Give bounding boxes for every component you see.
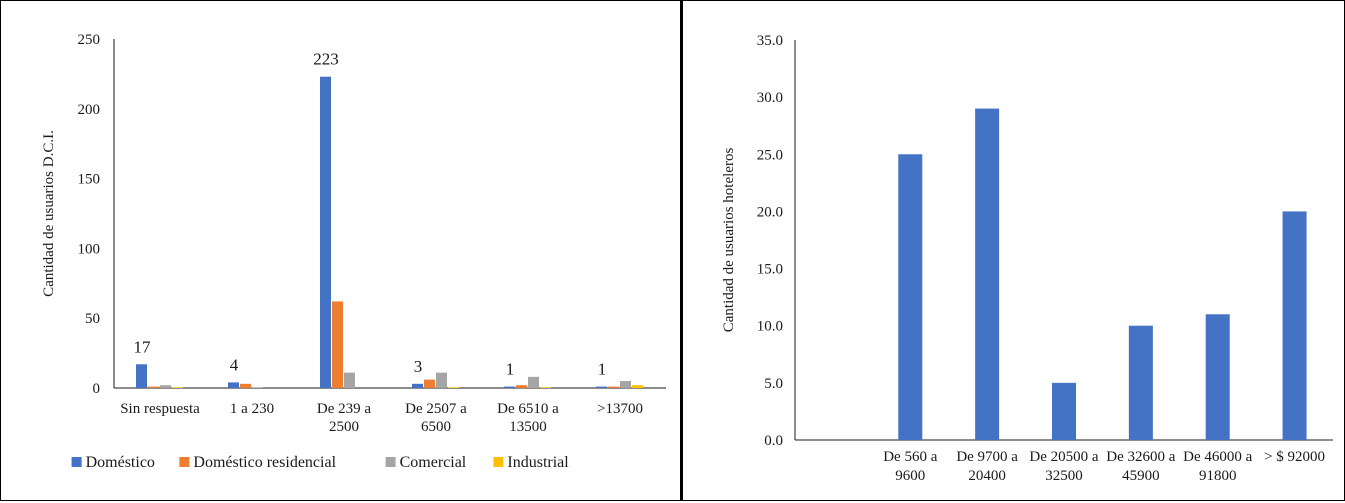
x-tick-label: De 46000 a bbox=[1183, 449, 1252, 465]
bar-doméstico-residencial bbox=[240, 383, 251, 388]
legend-swatch-doméstico bbox=[71, 457, 82, 467]
legend-swatch-industrial bbox=[493, 457, 504, 467]
x-tick-label: 45900 bbox=[1122, 468, 1160, 484]
data-label: 17 bbox=[134, 337, 152, 356]
legend-label-industrial: Industrial bbox=[507, 454, 569, 471]
x-tick-label: De 6510 a bbox=[497, 401, 559, 417]
bar-doméstico bbox=[412, 383, 423, 388]
bar-doméstico-residencial bbox=[148, 386, 159, 388]
bar-doméstico bbox=[596, 386, 607, 388]
bar-industrial bbox=[172, 387, 183, 388]
y-tick-label: 5.0 bbox=[764, 376, 783, 392]
x-tick-label: 1 a 230 bbox=[230, 401, 274, 417]
bar-industrial bbox=[448, 387, 459, 388]
y-tick-label: 100 bbox=[78, 241, 101, 257]
bar bbox=[1205, 314, 1230, 440]
legend-swatch-doméstico-residencial bbox=[179, 457, 190, 467]
legend-label-doméstico: Doméstico bbox=[86, 454, 155, 471]
x-tick-label: 6500 bbox=[421, 419, 451, 435]
x-tick-label: De 2507 a bbox=[405, 401, 467, 417]
y-tick-label: 30.0 bbox=[757, 90, 783, 106]
bar-comercial bbox=[252, 387, 263, 388]
bar-doméstico-residencial bbox=[516, 385, 527, 388]
y-tick-label: 35.0 bbox=[757, 33, 783, 49]
x-tick-label: >13700 bbox=[597, 401, 643, 417]
legend-label-doméstico-residencial: Doméstico residencial bbox=[193, 454, 336, 471]
y-tick-label: 200 bbox=[78, 102, 101, 118]
bar-doméstico-residencial bbox=[332, 301, 343, 388]
x-tick-label: De 239 a bbox=[317, 401, 371, 417]
bar-chart-hotel-users: 0.0 5.0 10.0 15.0 20.0 25.0 30.0 35.0 Cantidad d… bbox=[721, 33, 1333, 484]
bar-industrial bbox=[540, 387, 551, 388]
x-tick-label: De 9700 a bbox=[956, 449, 1018, 465]
data-label: 1 bbox=[598, 360, 607, 379]
x-tick-label: 13500 bbox=[509, 419, 547, 435]
y-tick-label: 25.0 bbox=[757, 147, 783, 163]
data-label: 3 bbox=[414, 357, 423, 376]
bar-doméstico-residencial bbox=[424, 379, 435, 388]
x-tick-label: 20400 bbox=[968, 468, 1006, 484]
y-axis-title: Cantidad de usuarios hoteleros bbox=[721, 148, 737, 333]
x-tick-label: 9600 bbox=[895, 468, 925, 484]
y-tick-label: 10.0 bbox=[757, 319, 783, 335]
bar-chart-dci-users: 0 50 100 150 200 250 Cantidad de usuarios D.C.… bbox=[41, 32, 666, 471]
legend-label-comercial: Comercial bbox=[400, 454, 467, 471]
data-label: 223 bbox=[313, 50, 339, 69]
data-label: 4 bbox=[230, 355, 239, 374]
bar bbox=[898, 154, 923, 441]
bar-industrial bbox=[632, 385, 643, 388]
x-tick-label: Sin respuesta bbox=[120, 401, 200, 417]
x-tick-label: 32500 bbox=[1045, 468, 1083, 484]
bar-doméstico bbox=[228, 382, 239, 388]
x-tick-label: De 32600 a bbox=[1106, 449, 1175, 465]
y-axis-title: Cantidad de usuarios D.C.I. bbox=[41, 130, 57, 297]
chart-panel-left: 0 50 100 150 200 250 Cantidad de usuarios D.C.… bbox=[0, 0, 681, 501]
y-tick-label: 250 bbox=[78, 32, 101, 48]
bar-comercial bbox=[436, 372, 447, 388]
legend-swatch-comercial bbox=[385, 457, 396, 467]
bar bbox=[1128, 325, 1153, 440]
bar-comercial bbox=[620, 381, 631, 388]
data-label: 1 bbox=[506, 360, 515, 379]
x-tick-label: De 20500 a bbox=[1029, 449, 1098, 465]
bar-doméstico-residencial bbox=[608, 386, 619, 388]
y-tick-label: 20.0 bbox=[757, 204, 783, 220]
bar-comercial bbox=[528, 376, 539, 388]
y-tick-label: 0.0 bbox=[764, 433, 783, 449]
bar-doméstico bbox=[504, 386, 515, 388]
bar bbox=[1282, 211, 1307, 440]
bar-doméstico bbox=[136, 364, 147, 388]
bar bbox=[1052, 382, 1076, 440]
bar bbox=[975, 108, 1000, 441]
bar-comercial bbox=[160, 385, 171, 388]
y-tick-label: 50 bbox=[85, 311, 100, 327]
y-tick-label: 0 bbox=[93, 381, 101, 397]
bar-doméstico bbox=[320, 76, 331, 388]
x-tick-label: 2500 bbox=[329, 419, 359, 435]
x-tick-label: De 560 a bbox=[883, 449, 937, 465]
x-tick-label: 91800 bbox=[1199, 468, 1237, 484]
chart-panel-right: 0.0 5.0 10.0 15.0 20.0 25.0 30.0 35.0 Cantidad d… bbox=[681, 0, 1345, 501]
x-tick-label: > $ 92000 bbox=[1264, 449, 1325, 465]
y-tick-label: 150 bbox=[78, 172, 101, 188]
y-tick-label: 15.0 bbox=[757, 262, 783, 278]
bar-comercial bbox=[344, 372, 355, 388]
